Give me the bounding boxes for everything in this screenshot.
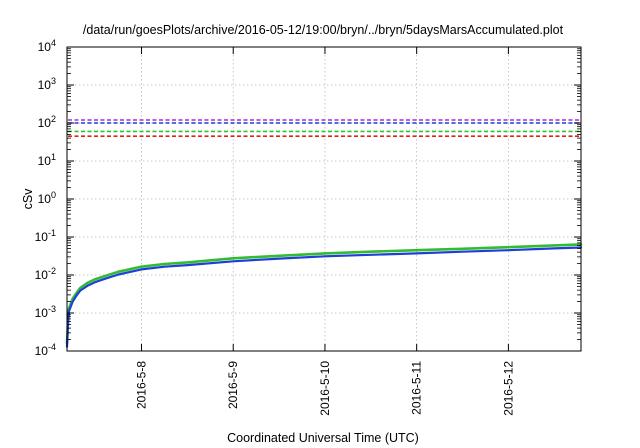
- y-tick-label: 10-4: [35, 342, 56, 358]
- x-tick-label: 2016-5-8: [135, 361, 149, 409]
- y-tick-label: 102: [38, 114, 56, 130]
- y-axis-label: cSv: [21, 188, 35, 210]
- y-tick-label: 100: [38, 190, 56, 206]
- y-axis: 10-4 10-3 10-2 10-1 100 101 102 103 104: [35, 38, 581, 358]
- series-line: [65, 243, 583, 345]
- y-tick-label: 10-2: [35, 266, 56, 282]
- y-tick-label: 10-3: [35, 304, 56, 320]
- gridlines: [67, 47, 581, 351]
- x-axis: 2016-5-8 2016-5-9 2016-5-10 2016-5-11 2016-5…: [135, 47, 515, 416]
- y-tick-label: 101: [38, 152, 56, 168]
- y-tick-label: 10-1: [35, 228, 56, 244]
- x-axis-label: Coordinated Universal Time (UTC): [227, 431, 419, 445]
- chart-title: /data/run/goesPlots/archive/2016-05-12/1…: [83, 23, 564, 37]
- x-tick-label: 2016-5-11: [410, 361, 424, 415]
- series-line: [65, 246, 583, 348]
- x-tick-label: 2016-5-9: [226, 361, 240, 409]
- x-tick-label: 2016-5-12: [501, 361, 515, 416]
- y-tick-label: 104: [38, 38, 56, 54]
- series-lines: [65, 243, 583, 348]
- threshold-lines: [68, 119, 580, 137]
- y-tick-label: 103: [38, 76, 56, 92]
- x-tick-label: 2016-5-10: [318, 361, 332, 416]
